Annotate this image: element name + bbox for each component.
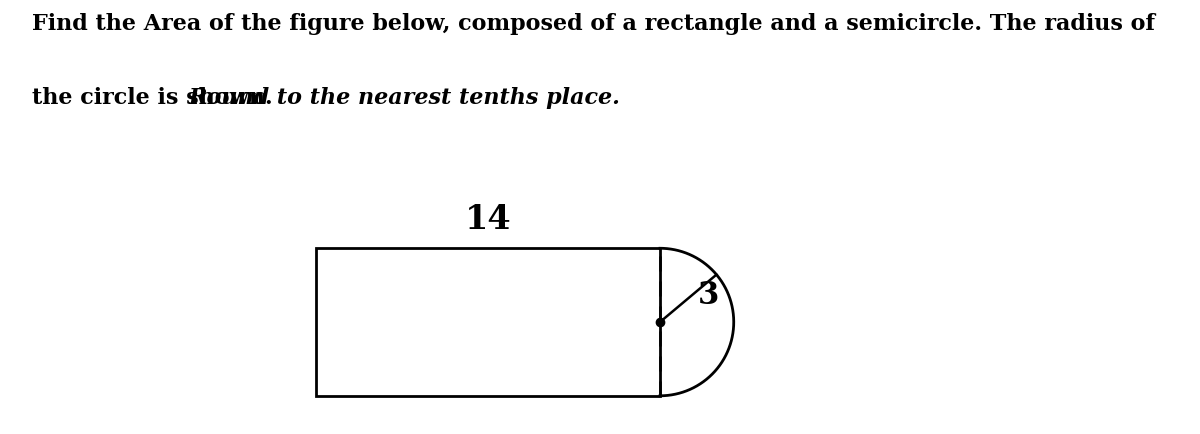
Text: the circle is shown.: the circle is shown. — [32, 87, 281, 109]
Text: 14: 14 — [464, 202, 511, 235]
Text: 3: 3 — [697, 279, 719, 311]
Text: Find the Area of the figure below, composed of a rectangle and a semicircle. The: Find the Area of the figure below, compo… — [32, 13, 1156, 35]
Bar — [316, 249, 660, 396]
Text: Round to the nearest tenths place.: Round to the nearest tenths place. — [188, 87, 620, 109]
